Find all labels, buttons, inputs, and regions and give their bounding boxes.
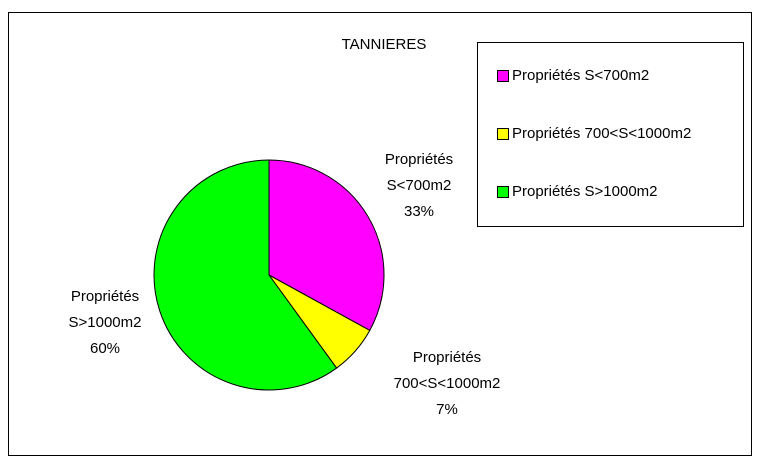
legend-swatch xyxy=(497,69,509,82)
legend-label: Propriétés S<700m2 xyxy=(512,67,650,84)
data-label: Propriétés S<700m2 33% xyxy=(385,147,453,225)
label-category: Propriétés S<700m2 xyxy=(384,151,454,194)
legend: Propriétés S<700m2 Propriétés 700<S<1000m… xyxy=(477,42,744,227)
data-label: Propriétés 700<S<1000m2 7% xyxy=(394,345,501,423)
label-value: 7% xyxy=(436,401,458,418)
label-category: Propriétés S>1000m2 xyxy=(68,288,142,331)
pie-slice xyxy=(268,159,385,332)
legend-entry: Propriétés S<700m2 xyxy=(497,67,649,84)
legend-label: Propriétés S>1000m2 xyxy=(512,183,658,200)
legend-entry: Propriétés 700<S<1000m2 xyxy=(497,125,691,142)
label-value: 60% xyxy=(89,340,121,357)
legend-label: Propriétés 700<S<1000m2 xyxy=(512,125,692,142)
legend-swatch xyxy=(497,127,509,140)
data-label: Propriétés S>1000m2 60% xyxy=(69,284,142,362)
pie-slice xyxy=(153,159,338,391)
label-value: 33% xyxy=(403,203,435,220)
label-category: Propriétés 700<S<1000m2 xyxy=(393,349,501,392)
legend-entry: Propriétés S>1000m2 xyxy=(497,183,658,200)
chart-title: TANNIERES xyxy=(341,36,427,53)
legend-swatch xyxy=(497,185,509,198)
